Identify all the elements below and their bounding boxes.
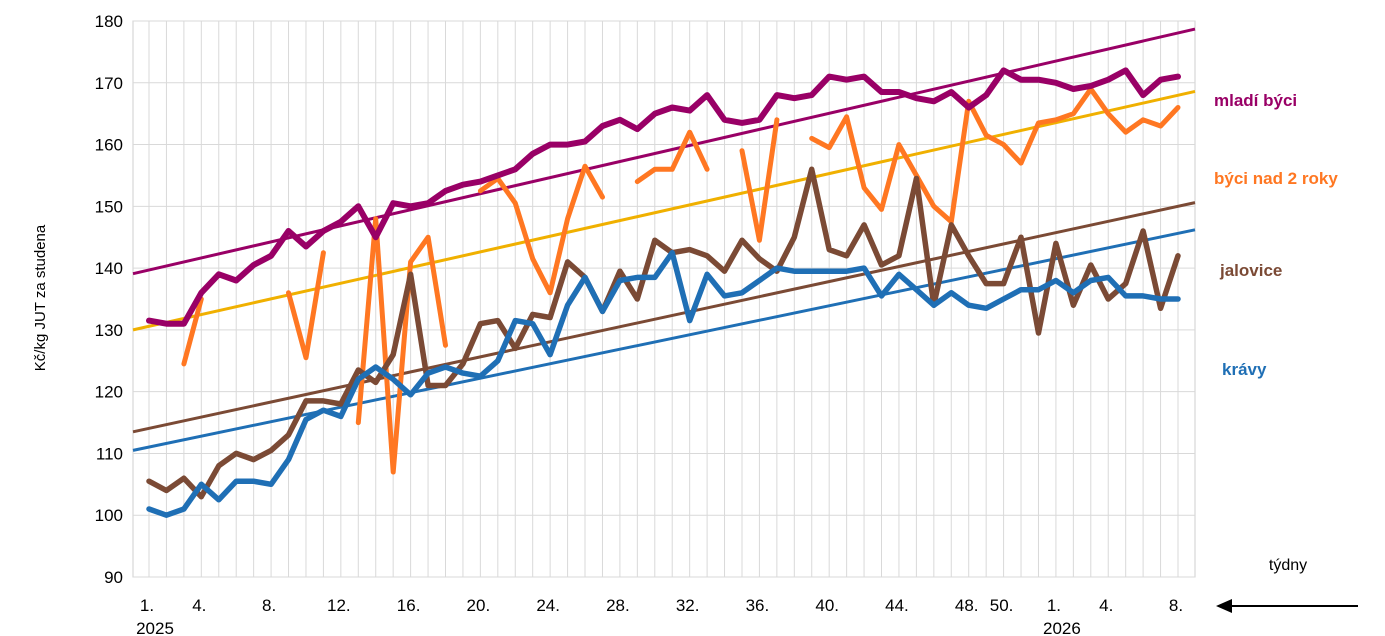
y-axis-label: Kč/kg JUT za studena	[32, 224, 49, 371]
series-label: jalovice	[1219, 261, 1282, 280]
series-line	[181, 86, 1181, 475]
y-tick-label: 130	[95, 321, 123, 340]
x-tick-label: 44.	[885, 596, 909, 615]
x-tick-label: 20.	[467, 596, 491, 615]
x-tick-label: 16.	[397, 596, 421, 615]
x-axis-label: týdny	[1269, 557, 1307, 574]
year-label: 2025	[136, 619, 174, 636]
x-axis-ticks: 1. 4. 8. 12. 16. 20. 24. 28. 32. 36. 40. 44. 48. 50. 1…	[136, 596, 1183, 636]
x-tick-label: 1.	[140, 596, 154, 615]
x-tick-label: 4.	[192, 596, 206, 615]
series-label: krávy	[1222, 360, 1267, 379]
arrow-left-icon	[1216, 599, 1358, 613]
x-tick-label: 4.	[1099, 596, 1113, 615]
y-axis-ticks: 90 100 110 120 130 140 150 160 170 180	[95, 12, 123, 587]
x-tick-label: 36.	[746, 596, 770, 615]
y-tick-label: 140	[95, 259, 123, 278]
x-tick-label: 48.	[955, 596, 979, 615]
trend-lines	[132, 27, 1196, 452]
y-tick-label: 110	[96, 444, 123, 463]
x-tick-label: 1.	[1047, 596, 1061, 615]
y-tick-label: 150	[95, 197, 123, 216]
y-tick-label: 180	[95, 12, 123, 31]
y-tick-label: 160	[95, 136, 123, 155]
series-lines	[146, 67, 1181, 518]
trend-line	[132, 89, 1196, 332]
y-tick-label: 90	[104, 568, 123, 587]
series-line	[146, 249, 1181, 518]
x-tick-label: 40.	[815, 596, 839, 615]
y-tick-label: 120	[95, 383, 123, 402]
series-label: býci nad 2 roky	[1214, 169, 1338, 188]
y-tick-label: 170	[95, 74, 123, 93]
series-line	[146, 67, 1181, 327]
trend-line	[132, 228, 1196, 452]
x-tick-label: 12.	[327, 596, 351, 615]
series-line	[146, 166, 1181, 500]
x-tick-label: 50.	[990, 596, 1014, 615]
x-tick-label: 8.	[262, 596, 276, 615]
year-label: 2026	[1043, 619, 1081, 636]
x-tick-label: 8.	[1169, 596, 1183, 615]
trend-line	[132, 27, 1196, 276]
series-label: mladí býci	[1214, 91, 1297, 110]
x-tick-label: 32.	[676, 596, 700, 615]
x-tick-label: 28.	[606, 596, 630, 615]
series-labels: mladí býci býci nad 2 roky jalovice krávy	[1214, 91, 1338, 379]
y-tick-label: 100	[95, 506, 123, 525]
x-tick-label: 24.	[536, 596, 560, 615]
